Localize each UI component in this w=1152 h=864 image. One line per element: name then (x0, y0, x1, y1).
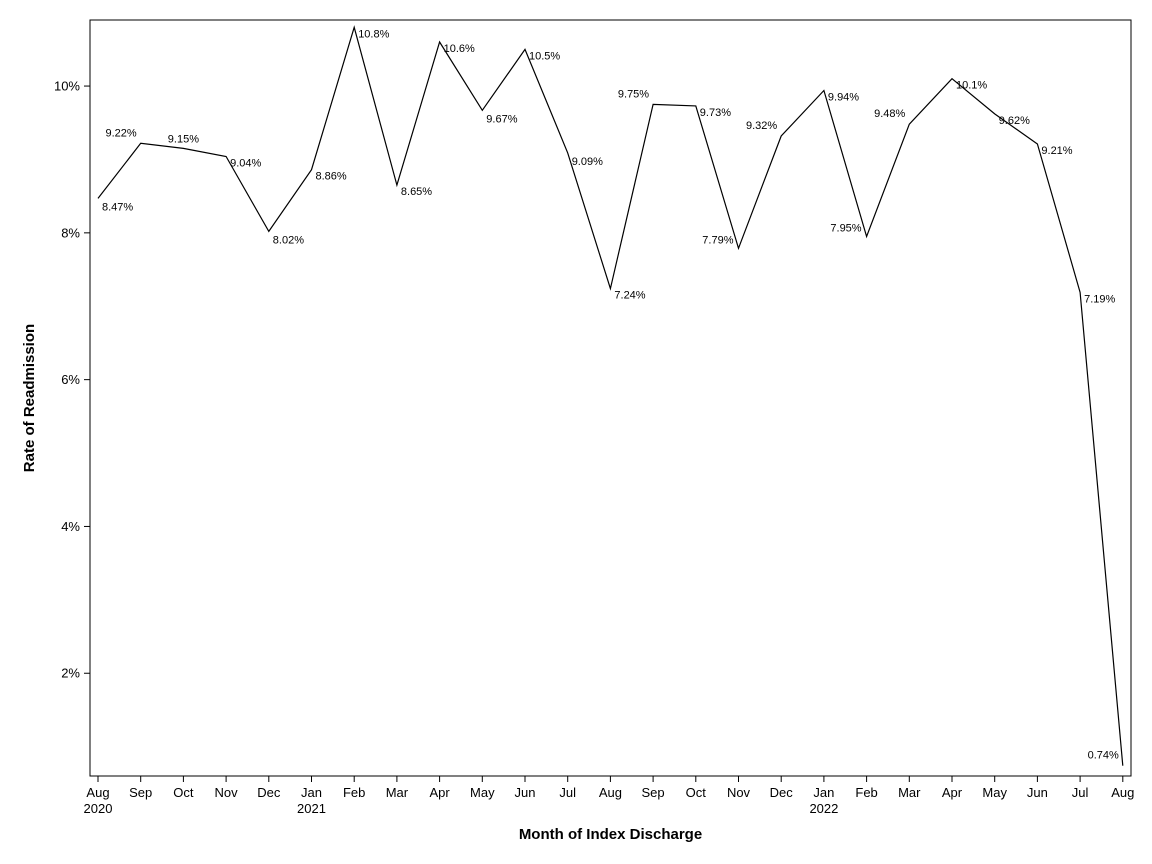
y-tick-label: 4% (61, 519, 80, 534)
data-label: 8.47% (102, 201, 133, 213)
data-label: 8.02% (273, 234, 304, 246)
x-tick-label: Sep (129, 785, 152, 800)
data-label: 9.94% (828, 91, 859, 103)
data-label: 10.1% (956, 80, 987, 92)
y-tick-label: 2% (61, 666, 80, 681)
x-tick-label: Oct (173, 785, 194, 800)
x-axis-title: Month of Index Discharge (519, 826, 702, 843)
data-label: 7.24% (614, 290, 645, 302)
data-label: 9.75% (618, 88, 649, 100)
data-label: 9.09% (572, 156, 603, 168)
data-label: 9.04% (230, 158, 261, 170)
x-tick-label: Aug (86, 785, 109, 800)
y-axis-title: Rate of Readmission (21, 324, 38, 472)
data-label: 9.32% (746, 120, 777, 132)
x-year-label: 2020 (84, 801, 113, 816)
y-tick-label: 10% (54, 79, 80, 94)
x-tick-label: Dec (770, 785, 794, 800)
data-label: 8.65% (401, 186, 432, 198)
x-tick-label: Apr (942, 785, 963, 800)
data-labels: 8.47% 9.22% 9.15% 9.04% 8.02% 8.86% 10.8% 8.65%… (102, 28, 1119, 761)
x-tick-label: Jul (1072, 785, 1089, 800)
x-tick-label: Feb (343, 785, 365, 800)
y-tick-label: 8% (61, 225, 80, 240)
x-year-label: 2021 (297, 801, 326, 816)
data-label: 0.74% (1088, 750, 1119, 762)
data-label: 9.15% (168, 133, 199, 145)
x-tick-label: Feb (855, 785, 877, 800)
x-tick-label: Nov (727, 785, 751, 800)
data-label: 10.8% (358, 28, 389, 40)
plot-frame (89, 19, 1132, 777)
x-tick-label: Nov (215, 785, 239, 800)
x-tick-label: Jun (1027, 785, 1048, 800)
x-tick-label: Oct (686, 785, 707, 800)
x-tick-label: Mar (386, 785, 409, 800)
x-tick-label: Dec (257, 785, 281, 800)
x-tick-label: Sep (642, 785, 665, 800)
data-label: 9.22% (105, 127, 136, 139)
x-tick-label: May (982, 785, 1007, 800)
data-label: 9.62% (999, 115, 1030, 127)
data-label: 8.86% (316, 171, 347, 183)
x-tick-label: Jun (515, 785, 536, 800)
y-tick-label: 6% (61, 372, 80, 387)
x-tick-label: Mar (898, 785, 921, 800)
data-label: 9.48% (874, 108, 905, 120)
x-tick-label: Aug (1111, 785, 1134, 800)
x-tick-label: Aug (599, 785, 622, 800)
data-label: 7.95% (830, 223, 861, 235)
data-label: 10.5% (529, 50, 560, 62)
x-tick-label: Jan (301, 785, 322, 800)
data-label: 9.21% (1041, 145, 1072, 157)
x-tick-label: Jul (559, 785, 576, 800)
data-label: 9.73% (700, 107, 731, 119)
x-tick-label: Apr (429, 785, 450, 800)
y-axis: 2% 4% 6% 8% 10% (54, 79, 90, 681)
x-year-label: 2022 (809, 801, 838, 816)
series-line (97, 25, 1124, 766)
x-tick-label: May (470, 785, 495, 800)
data-label: 9.67% (486, 113, 517, 125)
data-label: 10.6% (444, 43, 475, 55)
x-axis: Aug Sep Oct Nov Dec Jan Feb Mar Apr May Jun Jul Aug S… (84, 776, 1134, 816)
data-label: 7.79% (702, 234, 733, 246)
data-label: 7.19% (1084, 293, 1115, 305)
x-tick-label: Jan (813, 785, 834, 800)
